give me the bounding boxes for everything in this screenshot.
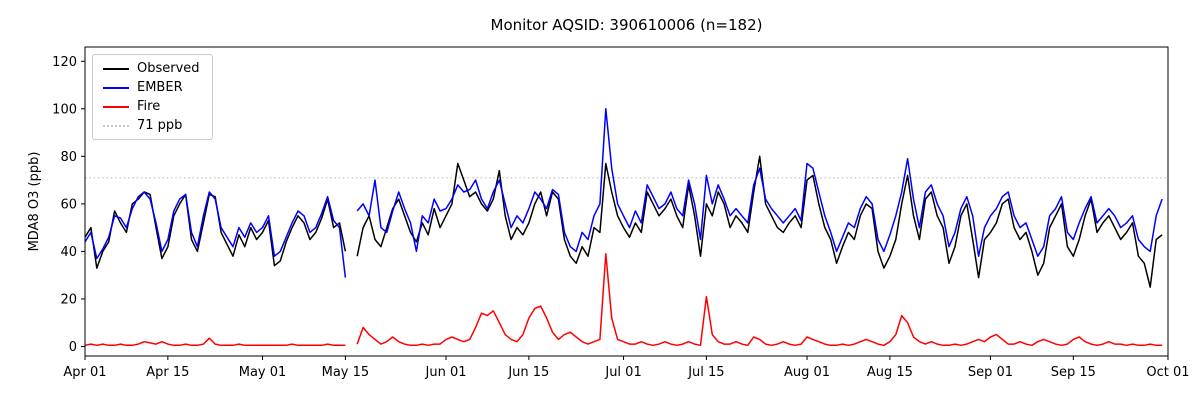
- legend-entry-ember: EMBER: [103, 81, 200, 94]
- y-tick-label: 80: [60, 150, 77, 165]
- y-axis-label: MDA8 O3 (ppb): [27, 152, 42, 252]
- legend-label-threshold: 71 ppb: [137, 118, 183, 133]
- x-tick-label: Oct 01: [1146, 365, 1189, 380]
- x-tick-label: Aug 01: [784, 365, 830, 380]
- x-tick-label: Jul 01: [604, 365, 641, 380]
- ember-line-swatch: [103, 86, 129, 89]
- series-line-ember: [84, 108, 1163, 278]
- y-tick-label: 0: [69, 340, 77, 355]
- legend-entry-observed: Observed: [103, 62, 200, 75]
- x-tick-label: Sep 01: [968, 365, 1013, 380]
- chart-title: Monitor AQSID: 390610006 (n=182): [491, 16, 763, 34]
- x-tick-label: May 01: [239, 365, 287, 380]
- legend-label-fire: Fire: [137, 99, 161, 114]
- legend-entry-fire: Fire: [103, 100, 200, 113]
- x-tick-label: Sep 15: [1051, 365, 1096, 380]
- legend-entry-threshold: 71 ppb: [103, 119, 200, 132]
- legend-label-observed: Observed: [137, 61, 200, 76]
- x-tick-label: Aug 15: [867, 365, 913, 380]
- y-tick-label: 20: [60, 292, 77, 307]
- y-tick-label: 120: [52, 55, 77, 70]
- x-tick-label: Jun 01: [425, 365, 467, 380]
- x-tick-label: Jul 15: [687, 365, 724, 380]
- threshold-line-swatch: [103, 124, 129, 127]
- series-line-fire: [84, 253, 1163, 347]
- axes-frame: [84, 46, 1169, 357]
- series-line-observed: [84, 155, 1163, 288]
- fire-line-swatch: [103, 105, 129, 108]
- x-tick-label: Apr 15: [146, 365, 189, 380]
- x-tick-label: May 15: [322, 365, 370, 380]
- x-tick-label: Apr 01: [63, 365, 106, 380]
- x-tick-label: Jun 15: [507, 365, 549, 380]
- legend-label-ember: EMBER: [137, 80, 183, 95]
- y-tick-label: 60: [60, 197, 77, 212]
- chart-legend: Observed EMBER Fire 71 ppb: [92, 54, 213, 140]
- y-tick-label: 40: [60, 245, 77, 260]
- y-tick-label: 100: [52, 102, 77, 117]
- observed-line-swatch: [103, 67, 129, 70]
